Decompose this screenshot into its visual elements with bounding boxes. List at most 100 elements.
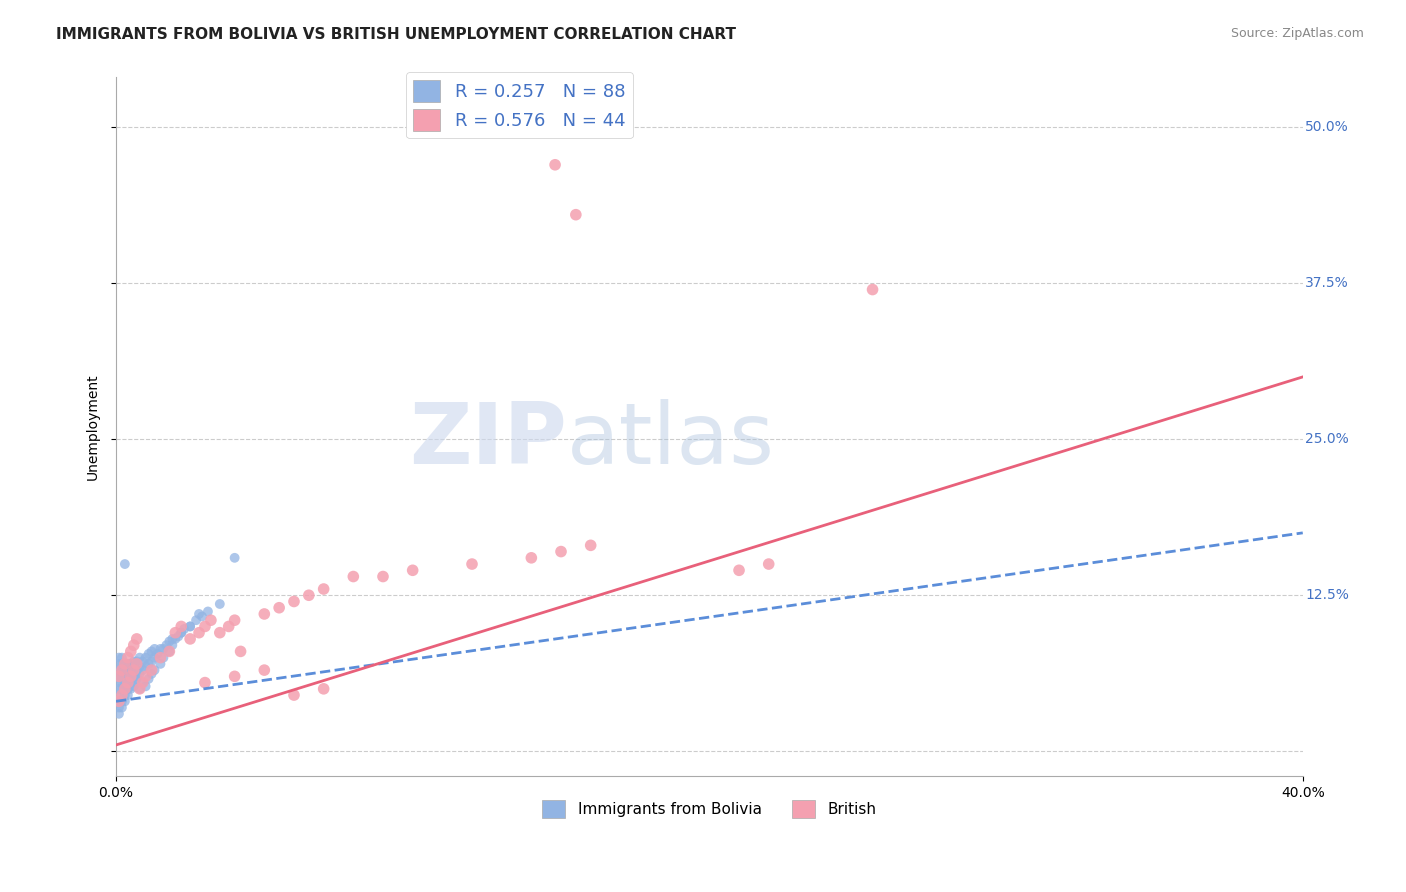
Legend: Immigrants from Bolivia, British: Immigrants from Bolivia, British — [536, 794, 883, 824]
Point — [122, 638, 145, 652]
Point — [184, 613, 207, 627]
Text: 12.5%: 12.5% — [1305, 588, 1348, 602]
Point — [120, 663, 142, 677]
Point — [208, 597, 231, 611]
Point — [114, 694, 136, 708]
Point — [224, 550, 246, 565]
Point — [125, 669, 148, 683]
Point — [108, 663, 131, 677]
Point — [108, 706, 131, 721]
Point — [111, 650, 134, 665]
Point — [122, 669, 145, 683]
Point — [120, 669, 142, 683]
Point — [157, 644, 180, 658]
Point — [131, 663, 153, 677]
Text: Source: ZipAtlas.com: Source: ZipAtlas.com — [1230, 27, 1364, 40]
Point — [114, 688, 136, 702]
Point — [312, 681, 335, 696]
Point — [108, 694, 131, 708]
Point — [143, 663, 166, 677]
Point — [155, 638, 177, 652]
Point — [200, 613, 222, 627]
Point — [111, 663, 134, 677]
Point — [114, 557, 136, 571]
Point — [117, 681, 139, 696]
Point — [111, 669, 134, 683]
Point — [114, 657, 136, 671]
Point — [108, 650, 131, 665]
Point — [143, 650, 166, 665]
Point — [122, 663, 145, 677]
Point — [170, 625, 193, 640]
Text: 25.0%: 25.0% — [1305, 433, 1348, 446]
Point — [224, 613, 246, 627]
Point — [402, 563, 425, 577]
Point — [114, 669, 136, 683]
Point — [141, 654, 163, 668]
Point — [122, 659, 145, 673]
Point — [120, 675, 142, 690]
Point — [131, 675, 153, 690]
Text: 37.5%: 37.5% — [1305, 277, 1348, 290]
Point — [152, 650, 174, 665]
Point — [312, 582, 335, 596]
Point — [728, 563, 751, 577]
Point — [108, 688, 131, 702]
Point — [138, 647, 160, 661]
Point — [120, 657, 142, 671]
Point — [135, 659, 157, 673]
Point — [128, 666, 150, 681]
Point — [128, 659, 150, 673]
Point — [152, 641, 174, 656]
Point — [194, 675, 217, 690]
Point — [135, 669, 157, 683]
Point — [146, 647, 169, 661]
Point — [758, 557, 780, 571]
Point — [194, 619, 217, 633]
Point — [117, 657, 139, 671]
Point — [170, 625, 193, 640]
Point — [224, 669, 246, 683]
Point — [131, 675, 153, 690]
Point — [117, 688, 139, 702]
Point — [125, 657, 148, 671]
Point — [108, 675, 131, 690]
Point — [117, 650, 139, 665]
Point — [120, 675, 142, 690]
Point — [579, 538, 602, 552]
Point — [117, 681, 139, 696]
Point — [173, 622, 195, 636]
Point — [229, 644, 252, 658]
Point — [191, 609, 214, 624]
Point — [120, 644, 142, 658]
Point — [179, 619, 201, 633]
Point — [114, 663, 136, 677]
Point — [117, 663, 139, 677]
Point — [179, 619, 201, 633]
Point — [111, 681, 134, 696]
Point — [135, 650, 157, 665]
Point — [149, 650, 172, 665]
Point — [550, 544, 572, 558]
Point — [122, 679, 145, 693]
Y-axis label: Unemployment: Unemployment — [86, 374, 100, 480]
Point — [138, 672, 160, 686]
Point — [253, 607, 276, 621]
Point — [108, 700, 131, 714]
Point — [111, 688, 134, 702]
Point — [125, 663, 148, 677]
Point — [179, 632, 201, 646]
Point — [342, 569, 364, 583]
Point — [125, 672, 148, 686]
Point — [283, 594, 305, 608]
Point — [165, 632, 187, 646]
Point — [461, 557, 484, 571]
Point — [128, 681, 150, 696]
Point — [131, 654, 153, 668]
Point — [111, 675, 134, 690]
Point — [253, 663, 276, 677]
Point — [170, 619, 193, 633]
Point — [862, 283, 884, 297]
Point — [157, 644, 180, 658]
Point — [167, 629, 190, 643]
